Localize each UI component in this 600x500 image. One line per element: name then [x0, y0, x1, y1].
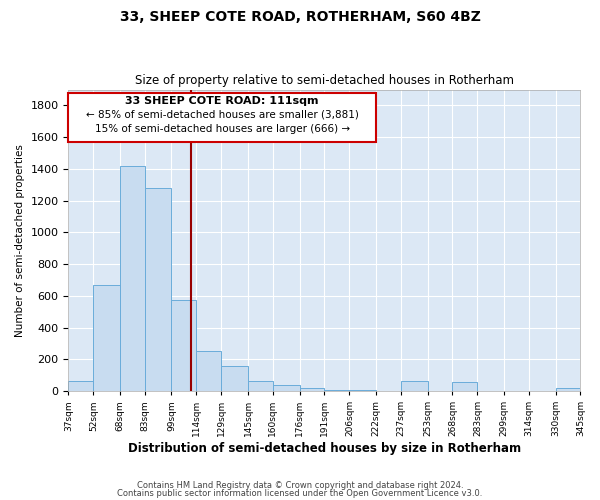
Text: 15% of semi-detached houses are larger (666) →: 15% of semi-detached houses are larger (… [95, 124, 350, 134]
Text: ← 85% of semi-detached houses are smaller (3,881): ← 85% of semi-detached houses are smalle… [86, 110, 359, 120]
Text: 33 SHEEP COTE ROAD: 111sqm: 33 SHEEP COTE ROAD: 111sqm [125, 96, 319, 106]
Bar [68, 380, 94, 391]
Bar [172, 300, 196, 391]
Text: Contains public sector information licensed under the Open Government Licence v3: Contains public sector information licen… [118, 488, 482, 498]
Bar [273, 386, 299, 391]
Bar [452, 382, 478, 391]
Bar [221, 366, 248, 391]
Title: Size of property relative to semi-detached houses in Rotherham: Size of property relative to semi-detach… [135, 74, 514, 87]
Bar [120, 166, 145, 391]
Bar [196, 350, 221, 391]
X-axis label: Distribution of semi-detached houses by size in Rotherham: Distribution of semi-detached houses by … [128, 442, 521, 455]
Bar [401, 380, 428, 391]
Bar [145, 188, 172, 391]
Bar [94, 284, 120, 391]
Bar [299, 388, 325, 391]
Y-axis label: Number of semi-detached properties: Number of semi-detached properties [15, 144, 25, 336]
FancyBboxPatch shape [68, 92, 376, 142]
Text: Contains HM Land Registry data © Crown copyright and database right 2024.: Contains HM Land Registry data © Crown c… [137, 481, 463, 490]
Bar [248, 380, 273, 391]
Bar [349, 390, 376, 391]
Text: 33, SHEEP COTE ROAD, ROTHERHAM, S60 4BZ: 33, SHEEP COTE ROAD, ROTHERHAM, S60 4BZ [119, 10, 481, 24]
Bar [325, 390, 349, 391]
Bar [556, 388, 581, 391]
